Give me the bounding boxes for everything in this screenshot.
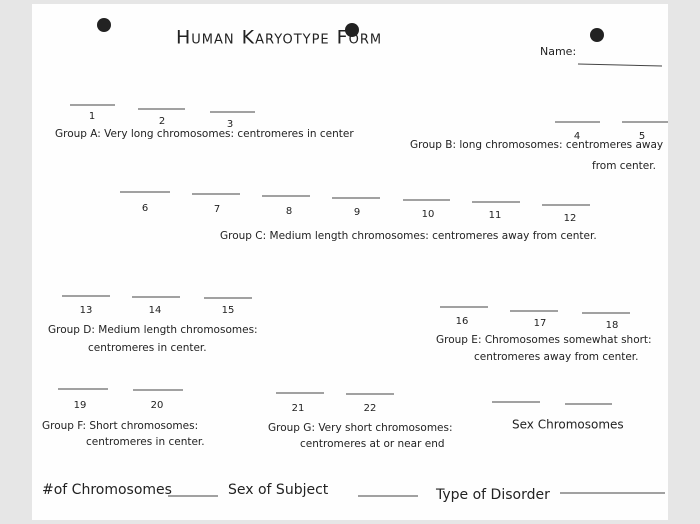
title: Human Karyotype Form [176,27,382,49]
chromosome-number: 10 [422,209,435,220]
chromosome-number: 21 [292,403,305,414]
chromosome-number: 14 [149,305,162,316]
group-description: Group A: Very long chromosomes: centrome… [55,128,354,140]
footer-field-label: Type of Disorder [435,487,550,503]
chromosome-number: 2 [159,116,165,127]
chromosome-number: 7 [214,204,220,215]
chromosome-number: 9 [354,207,360,218]
group-description: Group D: Medium length chromosomes: [48,324,258,336]
hole-punch [590,28,604,42]
chromosome-number: 13 [80,305,93,316]
footer-field-label: Sex of Subject [228,482,329,498]
chromosome-number: 17 [534,318,547,329]
group-description: from center. [592,160,656,172]
chromosome-number: 4 [574,131,580,142]
group-description: centromeres in center. [86,436,205,448]
sex-chromosomes-label: Sex Chromosomes [512,418,624,432]
group-description: centromeres in center. [88,342,207,354]
footer-field-label: #of Chromosomes [42,482,172,498]
chromosome-number: 11 [489,210,502,221]
hole-punch [345,23,359,37]
chromosome-number: 18 [606,320,619,331]
name-label: Name: [540,45,576,58]
group-description: Group G: Very short chromosomes: [268,422,453,434]
group-description: centromeres away from center. [474,351,639,363]
hole-punch [97,18,111,32]
chromosome-number: 16 [456,316,469,327]
chromosome-number: 1 [89,111,95,122]
chromosome-number: 5 [639,131,645,142]
chromosome-number: 20 [151,400,164,411]
chromosome-number: 15 [222,305,235,316]
chromosome-number: 12 [564,213,577,224]
group-description: Group C: Medium length chromosomes: cent… [220,230,597,242]
name-line [577,63,663,67]
group-description: Group E: Chromosomes somewhat short: [436,334,652,346]
chromosome-number: 22 [364,403,377,414]
paper [32,4,668,520]
chromosome-number: 19 [74,400,87,411]
group-description: Group B: long chromosomes: centromeres a… [410,139,663,151]
group-description: centromeres at or near end [300,438,445,450]
chromosome-number: 3 [227,119,233,130]
group-description: Group F: Short chromosomes: [42,420,198,432]
chromosome-number: 6 [142,203,148,214]
chromosome-number: 8 [286,206,292,217]
